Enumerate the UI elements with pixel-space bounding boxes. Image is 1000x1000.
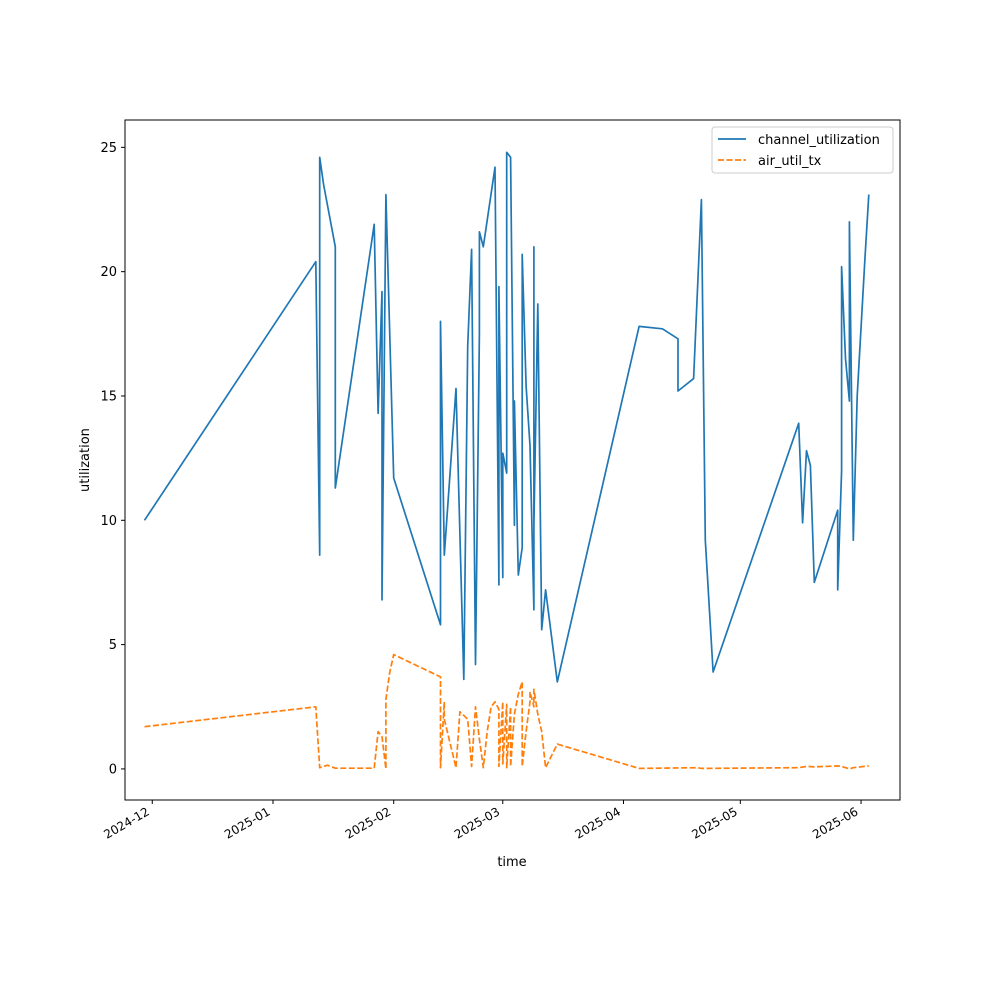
y-tick-label: 25 (100, 141, 117, 156)
legend-box (711, 126, 894, 174)
y-tick-label: 15 (100, 389, 117, 404)
legend: channel_utilization air_util_tx (711, 126, 894, 174)
y-axis-label: utilization (78, 428, 93, 492)
x-axis-label: time (497, 855, 526, 870)
y-tick-label: 20 (100, 265, 117, 280)
y-axis: 0 5 10 15 20 25 (100, 141, 125, 777)
legend-label-channel-utilization: channel_utilization (758, 133, 880, 148)
y-tick-label: 5 (109, 638, 117, 653)
plot-area-frame (124, 119, 901, 801)
series-line-air-util-tx (144, 653, 869, 770)
y-tick-label: 10 (100, 514, 117, 529)
series-layer (143, 151, 870, 770)
legend-label-air-util-tx: air_util_tx (758, 154, 822, 169)
series-line-channel-utilization (143, 151, 870, 683)
y-tick-label: 0 (109, 762, 117, 777)
